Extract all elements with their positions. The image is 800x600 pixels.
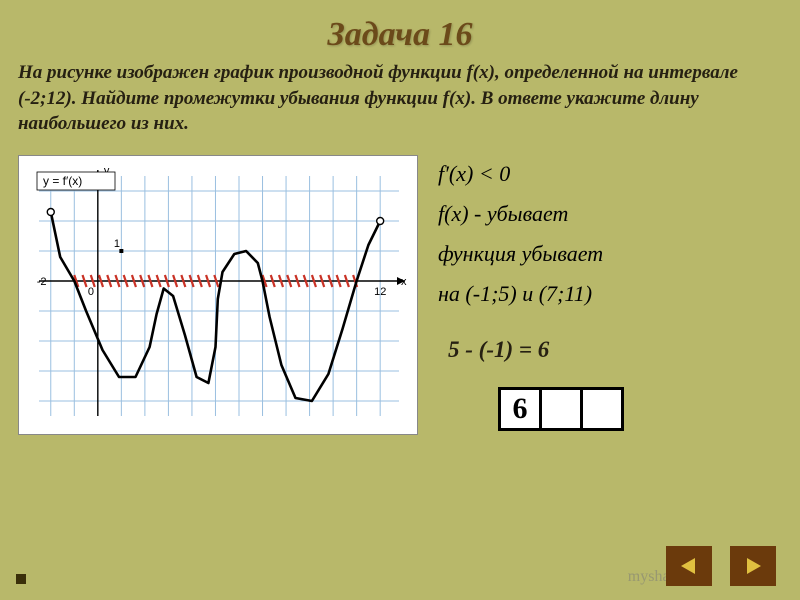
page-title: Задача 16 [0, 0, 800, 54]
prev-button[interactable] [666, 546, 712, 586]
content-row: 0-2121xyy = f′(x) f′(x) < 0 f(x) - убыва… [0, 147, 800, 435]
svg-text:x: x [401, 276, 407, 288]
formula-statement: функция убывает [438, 241, 800, 267]
svg-text:12: 12 [374, 286, 386, 298]
right-column: f′(x) < 0 f(x) - убывает функция убывает… [438, 155, 800, 435]
problem-text: На рисунке изображен график производной … [0, 54, 800, 147]
formula-condition: f′(x) < 0 [438, 161, 800, 187]
arrow-left-icon [677, 554, 701, 578]
svg-text:0: 0 [88, 286, 94, 298]
answer-calc: 5 - (-1) = 6 [448, 337, 800, 363]
answer-cell-2 [539, 387, 583, 431]
svg-text:1: 1 [114, 238, 120, 250]
graph-svg: 0-2121xyy = f′(x) [19, 156, 419, 436]
answer-boxes: 6 [498, 387, 800, 431]
answer-cell-3 [580, 387, 624, 431]
corner-marker [16, 574, 26, 584]
svg-text:y = f′(x): y = f′(x) [43, 174, 82, 188]
next-button[interactable] [730, 546, 776, 586]
arrow-right-icon [741, 554, 765, 578]
answer-cell-1: 6 [498, 387, 542, 431]
formula-intervals: на (-1;5) и (7;11) [438, 281, 800, 307]
formula-decreasing: f(x) - убывает [438, 201, 800, 227]
nav-buttons [666, 546, 776, 586]
graph-container: 0-2121xyy = f′(x) [18, 155, 418, 435]
svg-text:-2: -2 [37, 276, 47, 288]
